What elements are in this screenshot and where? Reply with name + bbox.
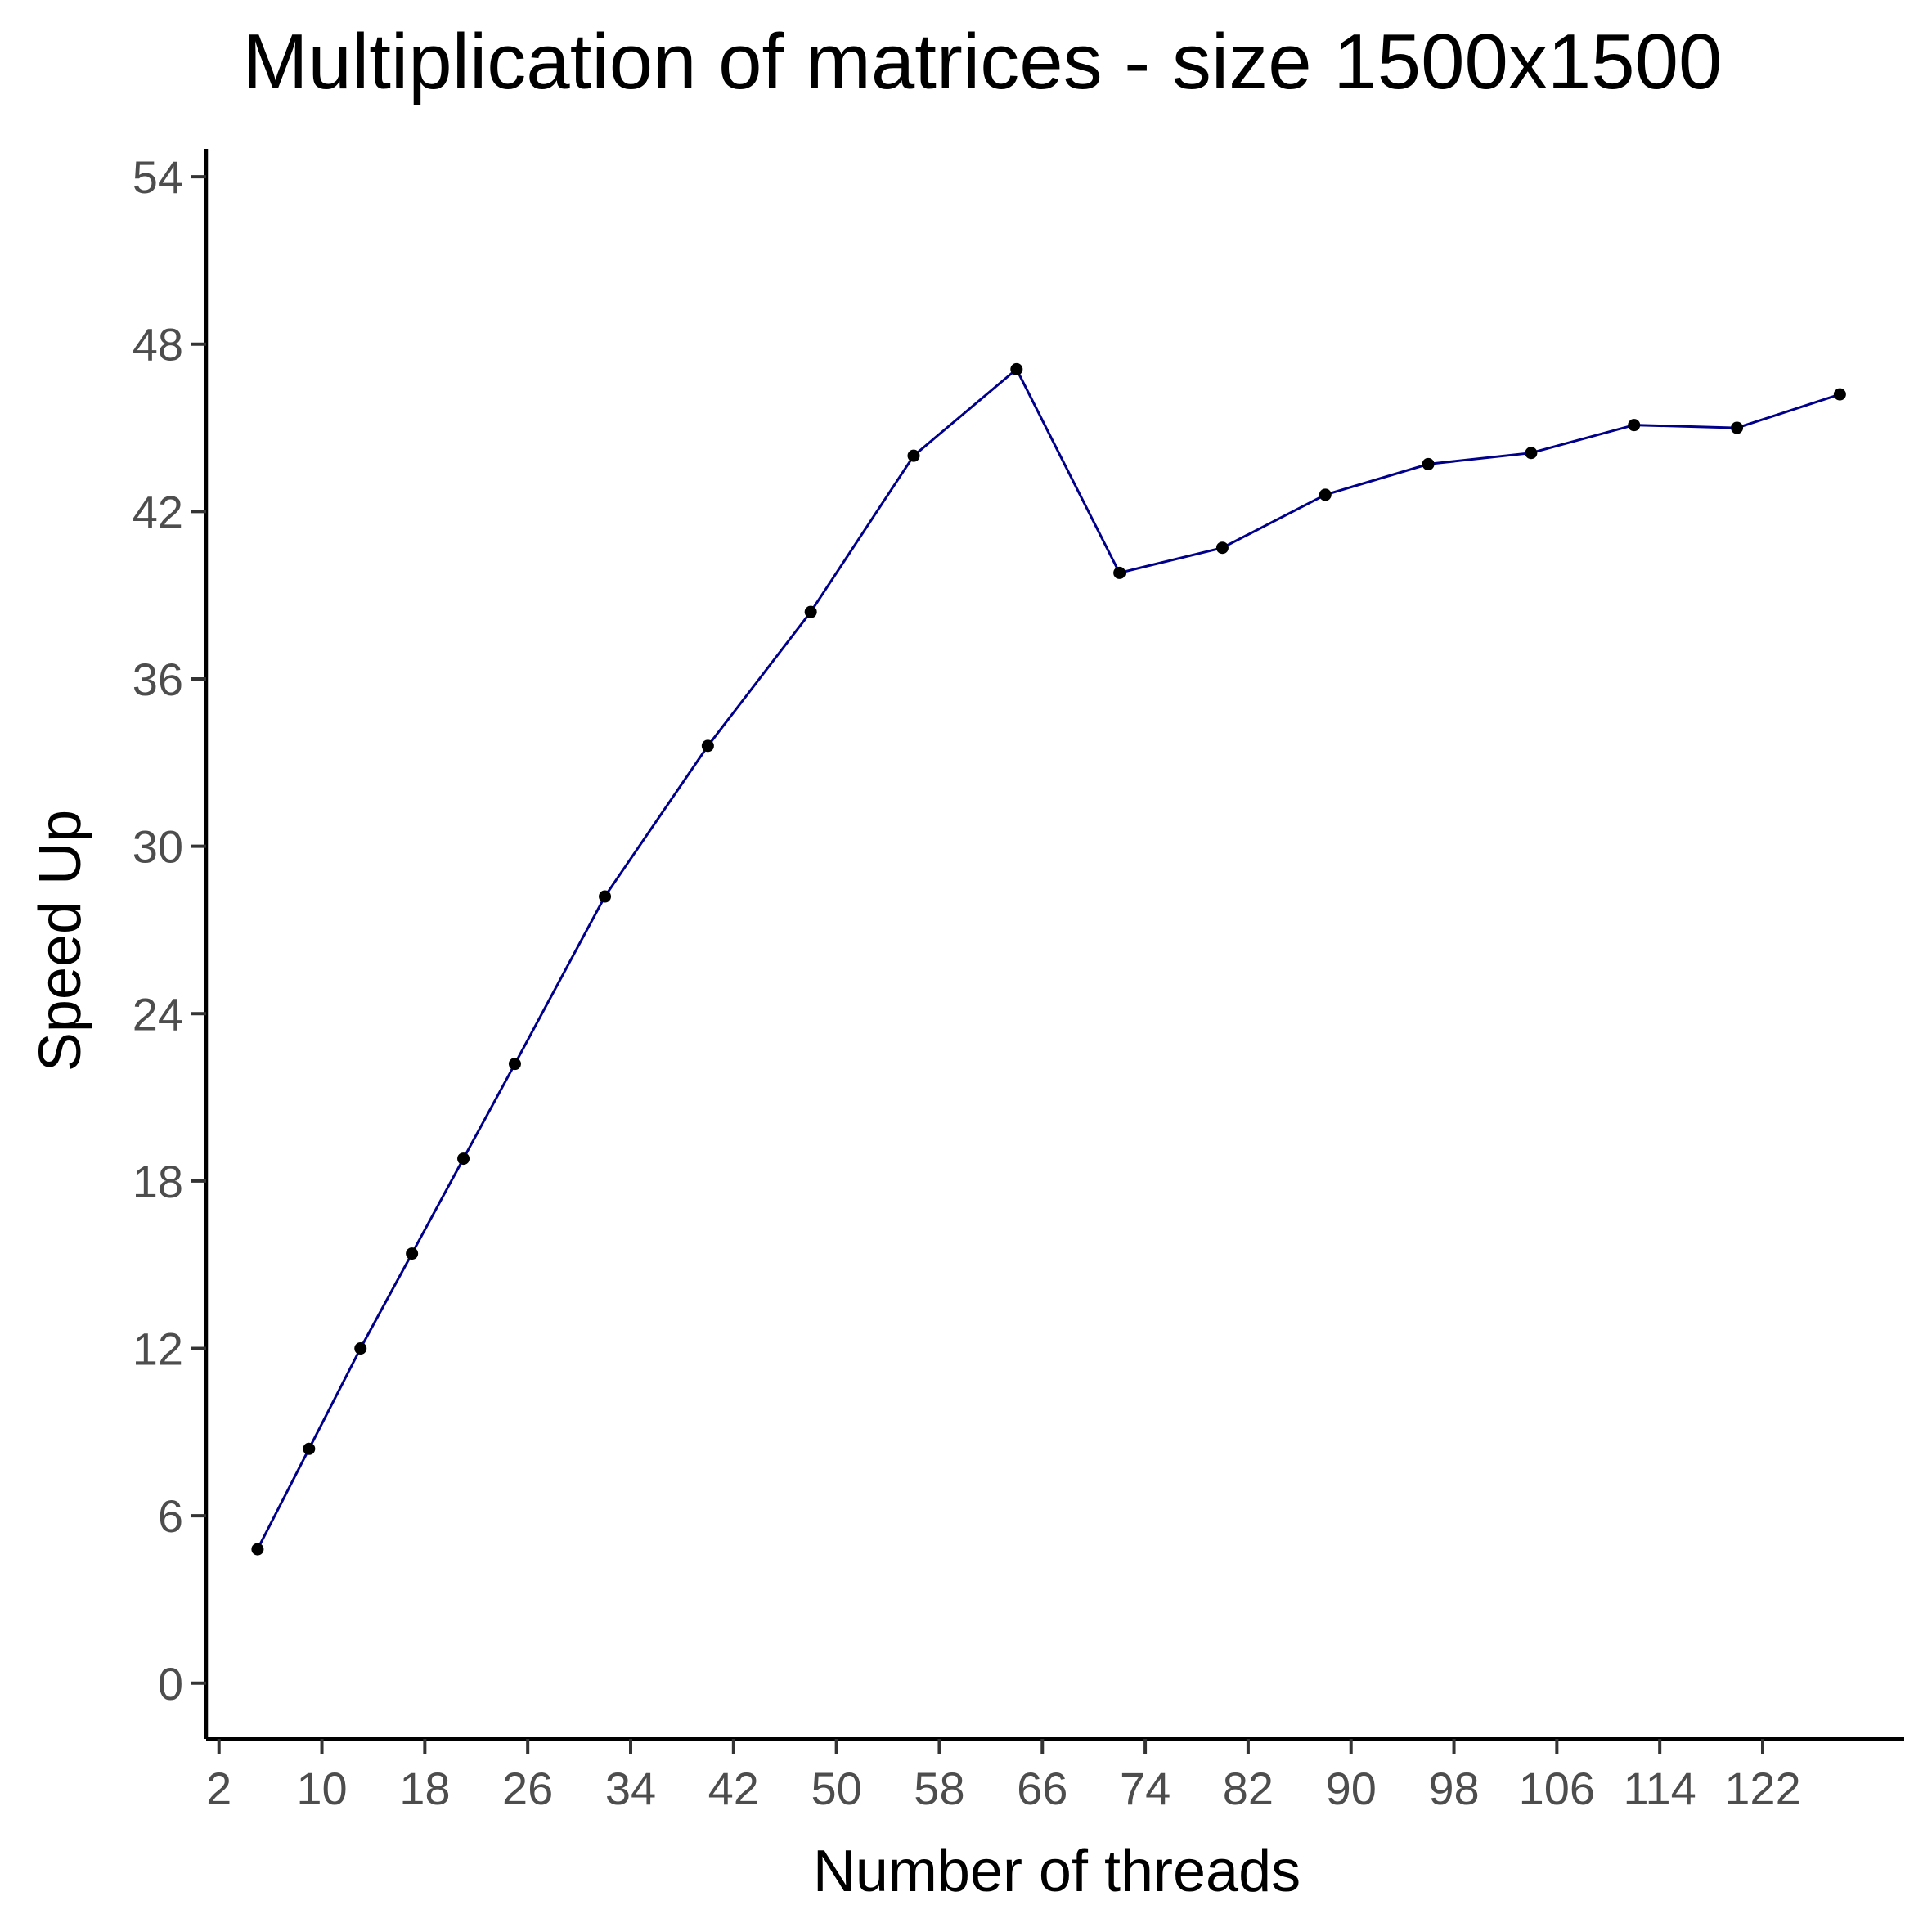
y-tick-label: 24: [133, 988, 183, 1040]
data-point: [457, 1152, 470, 1166]
data-point: [251, 1543, 264, 1556]
data-point: [1215, 541, 1229, 555]
data-point: [1628, 419, 1641, 432]
y-axis-title: Speed Up: [28, 810, 93, 1072]
y-tick-label: 6: [158, 1490, 183, 1542]
plot-layer: 0 6 12 18 24 30 36 42 48 54 2 10 18 26 34 42 50 58 66 74 82 9…: [133, 149, 1904, 1814]
data-point: [354, 1342, 367, 1355]
data-point: [599, 890, 612, 903]
data-point: [1113, 566, 1126, 579]
data-point: [508, 1058, 521, 1071]
x-tick-label: 114: [1624, 1763, 1696, 1814]
x-tick-label: 90: [1326, 1763, 1377, 1814]
data-point: [907, 449, 920, 462]
x-tick-label: 42: [708, 1763, 759, 1814]
x-tick-label: 58: [914, 1763, 964, 1814]
y-axis-title-group: Speed Up: [28, 810, 93, 1072]
y-tick-label: 30: [133, 821, 183, 873]
y-tick-label: 36: [133, 654, 183, 705]
x-tick-label: 82: [1223, 1763, 1274, 1814]
x-tick-label: 2: [206, 1763, 231, 1814]
y-tick-label: 18: [133, 1156, 183, 1207]
data-point: [701, 739, 714, 753]
data-point: [1319, 488, 1332, 501]
data-point: [1010, 362, 1023, 375]
y-tick-label: 48: [133, 319, 183, 371]
data-point: [406, 1247, 419, 1260]
x-tick-label: 74: [1120, 1763, 1170, 1814]
x-tick-label: 106: [1519, 1763, 1595, 1814]
x-tick-label: 66: [1017, 1763, 1067, 1814]
x-tick-label: 98: [1428, 1763, 1479, 1814]
data-point: [1422, 457, 1435, 470]
data-point: [1525, 447, 1538, 460]
data-point: [303, 1442, 316, 1455]
chart-title: Multiplication of matrices - size 1500x1…: [243, 18, 1723, 106]
x-tick-label: 34: [605, 1763, 656, 1814]
y-tick-label: 42: [133, 486, 183, 537]
y-tick-label: 54: [133, 151, 183, 203]
x-tick-label: 50: [811, 1763, 861, 1814]
x-tick-label: 18: [399, 1763, 450, 1814]
data-point: [1731, 421, 1744, 434]
x-tick-label: 26: [502, 1763, 553, 1814]
x-tick-label: 10: [296, 1763, 347, 1814]
y-tick-label: 12: [133, 1323, 183, 1375]
data-point: [804, 605, 817, 618]
y-tick-label: 0: [158, 1658, 183, 1710]
x-tick-label: 122: [1724, 1763, 1800, 1814]
series-line: [256, 367, 1840, 1550]
x-axis-title: Number of threads: [813, 1839, 1301, 1904]
data-point: [1833, 388, 1846, 401]
